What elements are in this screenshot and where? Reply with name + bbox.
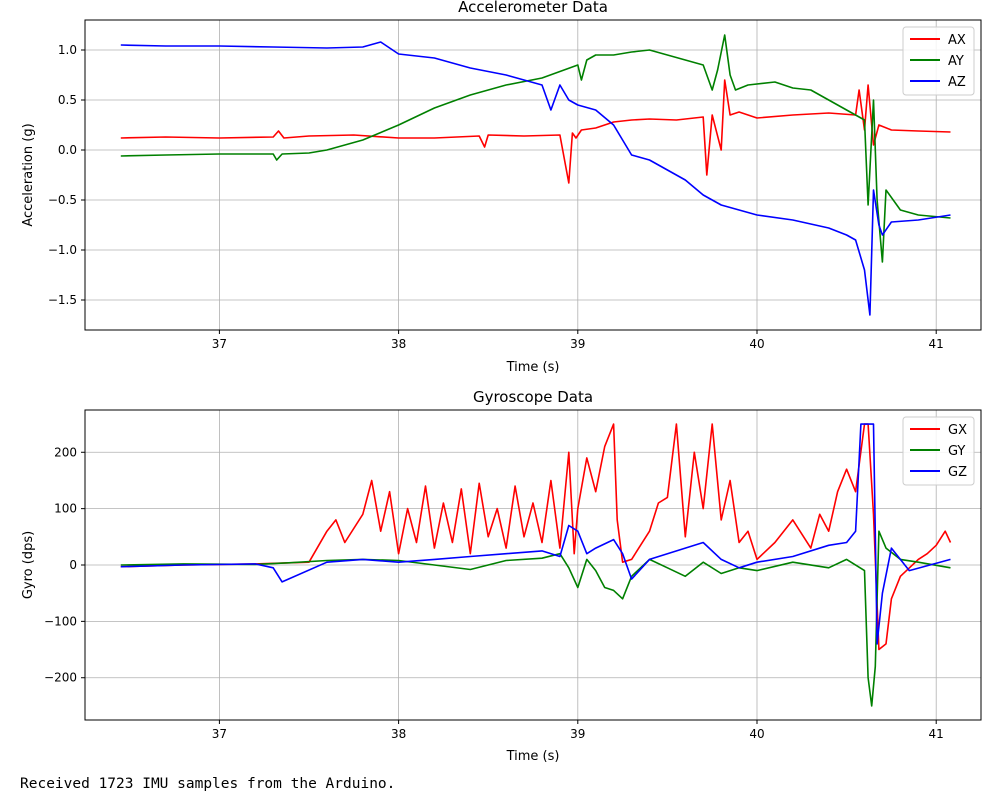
y-tick-label: 0 bbox=[69, 558, 77, 572]
gyroscope-legend: GX GY GZ bbox=[902, 416, 975, 486]
x-tick-label: 41 bbox=[929, 337, 944, 351]
gyroscope-chart: Gyroscope Data 37 38 39 40 41 200 100 0 −100 −200… bbox=[21, 388, 982, 764]
series-line-ax bbox=[120, 79, 951, 184]
accelerometer-chart-title: Accelerometer Data bbox=[458, 0, 608, 16]
legend-label-gz: GZ bbox=[948, 465, 967, 480]
y-tick-label: −200 bbox=[44, 671, 77, 685]
console-output-text: Received 1723 IMU samples from the Ardui… bbox=[20, 776, 396, 792]
x-tick-label: 39 bbox=[570, 727, 585, 741]
y-tick-label: −100 bbox=[44, 614, 77, 628]
x-tick-label: 37 bbox=[212, 337, 227, 351]
legend-label-ax: AX bbox=[948, 33, 966, 48]
series-line-ay bbox=[120, 34, 951, 263]
accelerometer-plot-frame bbox=[84, 19, 982, 331]
gyroscope-series bbox=[120, 423, 952, 707]
series-line-gz bbox=[120, 423, 951, 645]
gyroscope-chart-title: Gyroscope Data bbox=[473, 388, 593, 406]
gyroscope-ticks: 37 38 39 40 41 200 100 0 −100 −200 bbox=[44, 445, 944, 741]
y-tick-label: −0.5 bbox=[48, 193, 77, 207]
series-line-az bbox=[120, 41, 951, 316]
gyroscope-grid bbox=[85, 410, 981, 720]
accelerometer-y-axis-label: Acceleration (g) bbox=[21, 123, 36, 226]
accelerometer-x-axis-label: Time (s) bbox=[506, 360, 560, 375]
accelerometer-chart: Accelerometer Data 37 38 39 40 41 1.0 0.5 0.0 −0… bbox=[21, 0, 982, 375]
gyroscope-x-axis-label: Time (s) bbox=[506, 749, 560, 764]
x-tick-label: 37 bbox=[212, 727, 227, 741]
x-tick-label: 39 bbox=[570, 337, 585, 351]
series-line-gx bbox=[120, 423, 952, 651]
x-tick-label: 38 bbox=[391, 727, 406, 741]
accelerometer-legend: AX AY AZ bbox=[902, 26, 975, 96]
y-tick-label: 100 bbox=[54, 502, 77, 516]
y-tick-label: 0.0 bbox=[58, 143, 77, 157]
accelerometer-grid bbox=[85, 20, 981, 330]
legend-label-gx: GX bbox=[948, 423, 967, 438]
y-tick-label: −1.5 bbox=[48, 293, 77, 307]
accelerometer-ticks: 37 38 39 40 41 1.0 0.5 0.0 −0.5 −1.0 −1.5 bbox=[48, 43, 944, 351]
x-tick-label: 40 bbox=[749, 727, 764, 741]
y-tick-label: 0.5 bbox=[58, 93, 77, 107]
y-tick-label: −1.0 bbox=[48, 243, 77, 257]
legend-label-ay: AY bbox=[948, 54, 964, 69]
legend-label-az: AZ bbox=[948, 75, 966, 90]
x-tick-label: 40 bbox=[749, 337, 764, 351]
y-tick-label: 200 bbox=[54, 445, 77, 459]
y-tick-label: 1.0 bbox=[58, 43, 77, 57]
accelerometer-series bbox=[120, 34, 951, 316]
legend-label-gy: GY bbox=[948, 444, 965, 459]
gyroscope-y-axis-label: Gyro (dps) bbox=[21, 531, 36, 599]
x-tick-label: 41 bbox=[929, 727, 944, 741]
figure: Accelerometer Data 37 38 39 40 41 1.0 0.5 0.0 −0… bbox=[21, 0, 982, 764]
x-tick-label: 38 bbox=[391, 337, 406, 351]
